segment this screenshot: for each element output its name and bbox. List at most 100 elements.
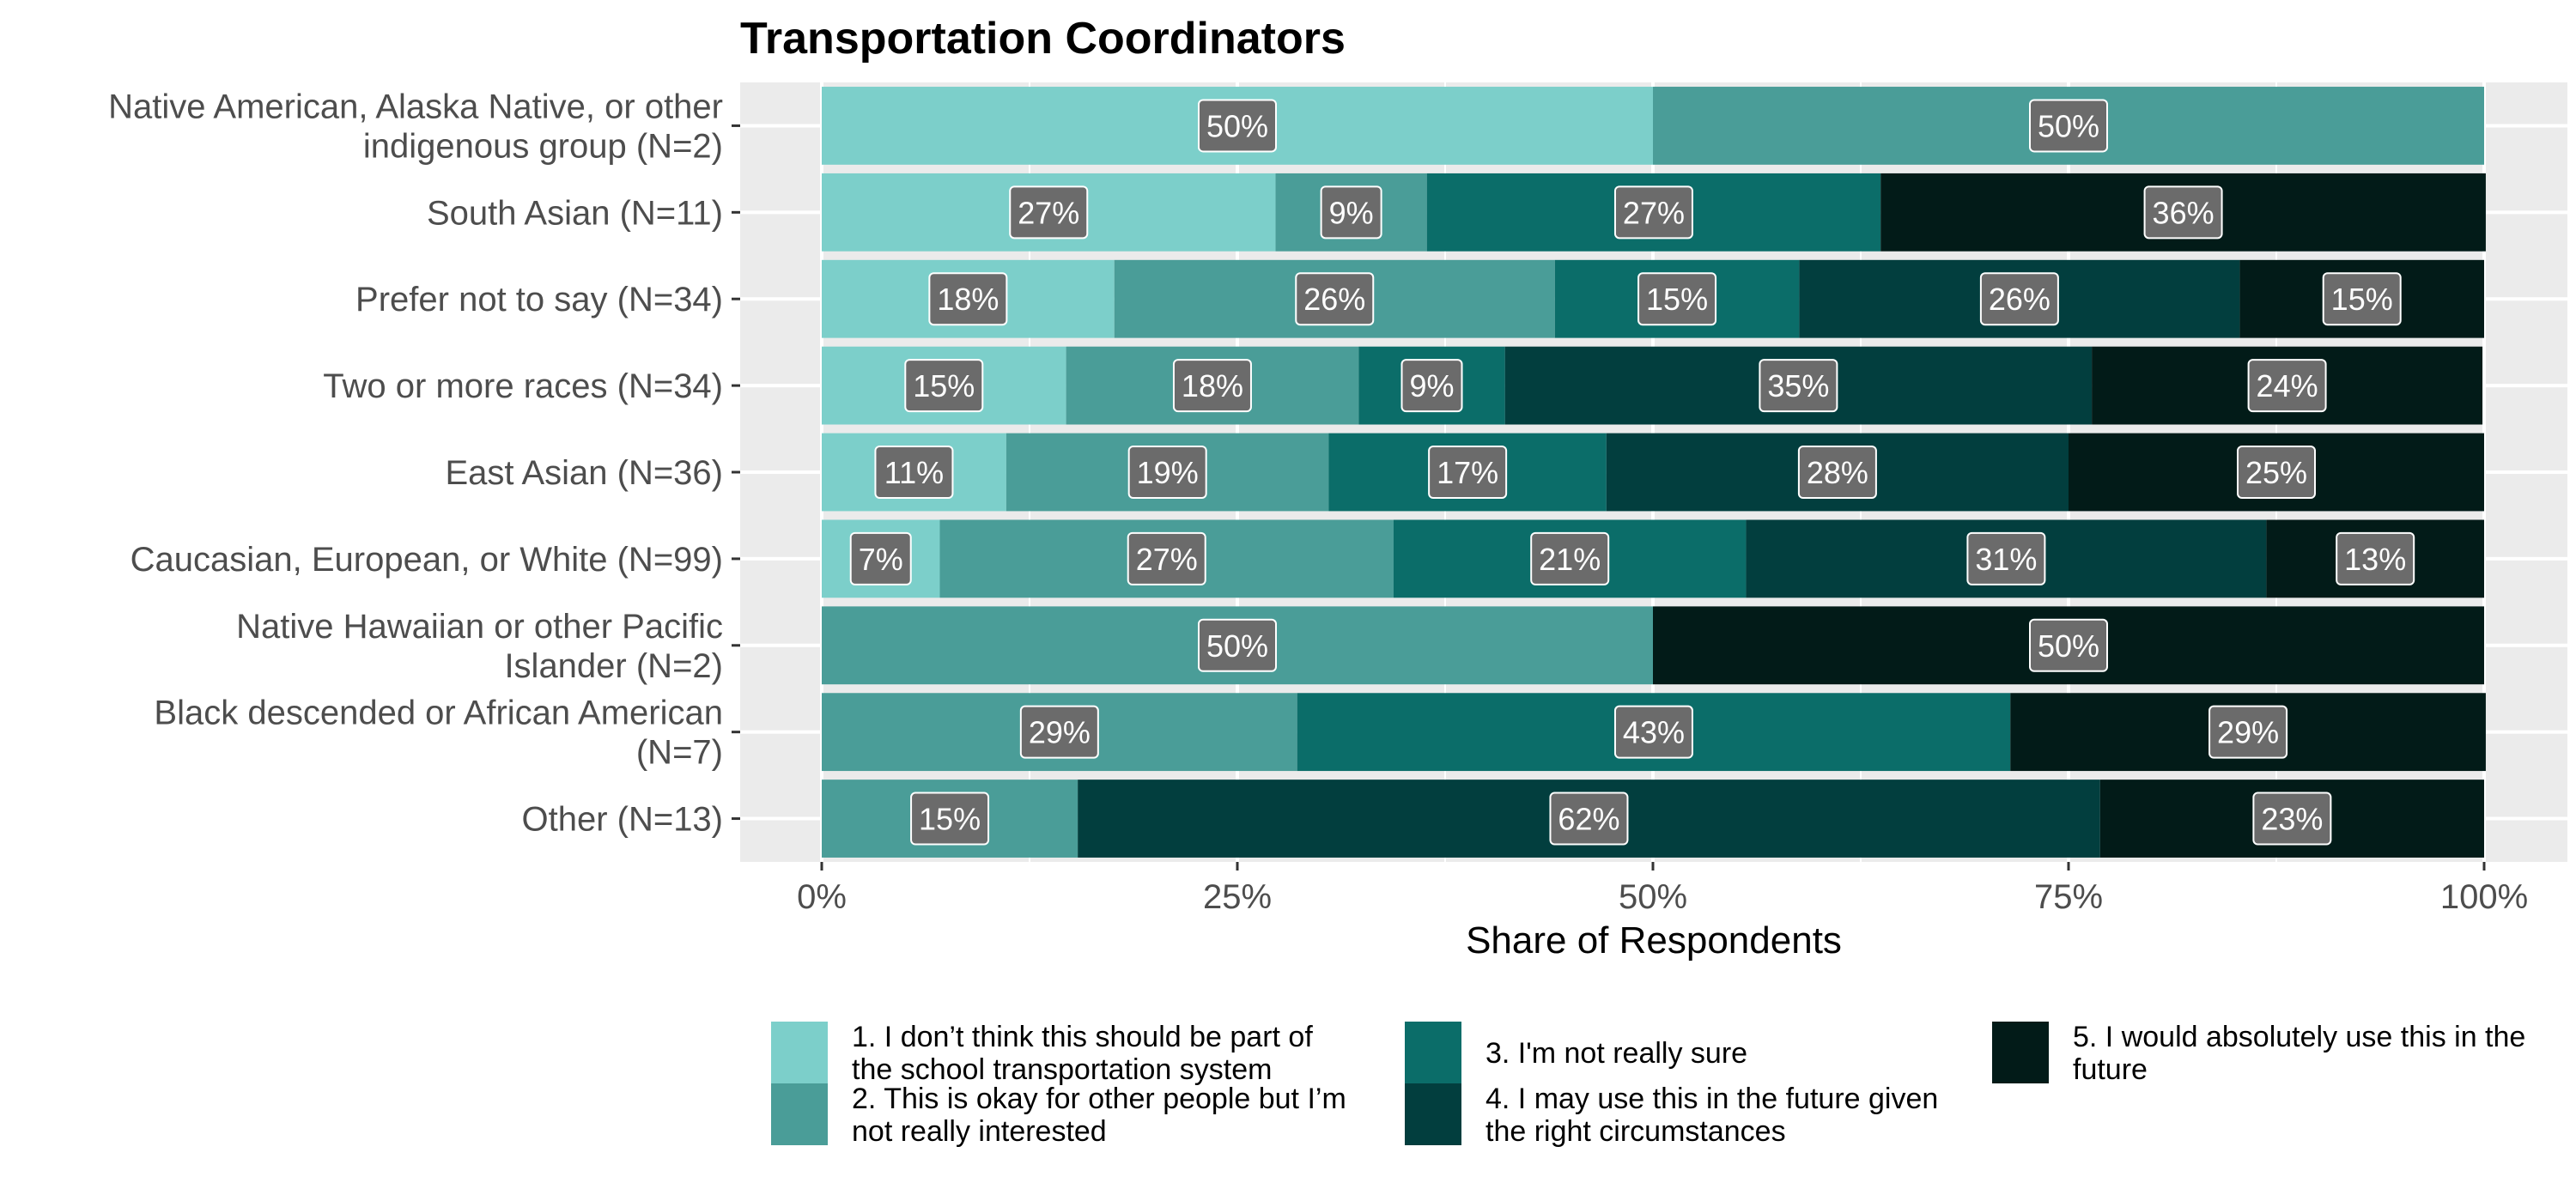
legend-item: 2. This is okay for other people but I’m… (771, 1083, 1346, 1148)
data-label: 36% (2153, 195, 2215, 230)
y-tick-label: Caucasian, European, or White (N=99) (131, 541, 723, 579)
legend-label: 1. I don’t think this should be part of t… (852, 1021, 1313, 1086)
x-axis-title: Share of Respondents (1466, 919, 1842, 962)
data-label-box (1979, 272, 2059, 326)
data-label-box (2208, 705, 2288, 759)
data-label-box (2029, 618, 2108, 672)
data-label-box (904, 359, 984, 413)
data-label: 50% (1206, 108, 1268, 143)
y-tick-label: Native American, Alaska Native, or other… (108, 88, 723, 165)
data-label-box (910, 792, 990, 846)
data-label-box (1637, 272, 1717, 326)
data-label: 27% (1623, 195, 1685, 230)
data-labels-layer: 50% 50% 27% 9% 27% 36% 18% 26% 15% 26% 15% 15% 18% 9%… (849, 99, 2415, 846)
x-tick-label: 0% (797, 878, 847, 916)
legend-key (1405, 1083, 1461, 1145)
data-label-box (1198, 99, 1277, 153)
data-label: 15% (919, 802, 981, 837)
data-label: 26% (1989, 282, 2050, 317)
data-label: 19% (1137, 455, 1199, 490)
data-label: 43% (1623, 715, 1685, 750)
data-label: 21% (1539, 542, 1601, 577)
data-label-box (1428, 446, 1508, 499)
data-label: 24% (2257, 368, 2318, 403)
data-label: 15% (2331, 282, 2393, 317)
data-label: 35% (1767, 368, 1829, 403)
chart-title: Transportation Coordinators (740, 14, 1346, 64)
data-label-box (2029, 99, 2108, 153)
data-label-box (2247, 359, 2327, 413)
legend-key (1405, 1022, 1461, 1083)
data-label: 29% (1029, 715, 1091, 750)
legend-key (771, 1083, 828, 1145)
x-tick-label: 75% (2034, 878, 2103, 916)
x-axis: 0% 25% 50% 75% 100% (797, 862, 2528, 916)
data-label: 15% (913, 368, 975, 403)
data-label: 7% (859, 542, 903, 577)
data-label-box (2143, 185, 2223, 240)
data-label-box (1320, 185, 1382, 240)
data-label: 50% (2038, 628, 2099, 664)
data-label: 17% (1437, 455, 1498, 490)
y-tick-label: Other (N=13) (521, 801, 723, 839)
legend-label: 3. I'm not really sure (1485, 1037, 1747, 1070)
data-label-box (849, 531, 912, 585)
legend-item: 4. I may use this in the future given the… (1405, 1083, 1938, 1148)
y-axis: Native American, Alaska Native, or other… (108, 88, 740, 839)
data-label-box (2322, 272, 2402, 326)
data-label-box (1530, 531, 1610, 585)
data-label: 50% (2038, 108, 2099, 143)
data-label-box (1759, 359, 1838, 413)
data-label-box (2237, 446, 2316, 499)
data-label: 27% (1136, 542, 1198, 577)
data-label: 15% (1646, 282, 1708, 317)
legend-key (1992, 1022, 2049, 1083)
legend-item: 5. I would absolutely use this in the fut… (1992, 1021, 2525, 1086)
data-label-box (2252, 792, 2332, 846)
data-label-box (1295, 272, 1375, 326)
data-label: 18% (1182, 368, 1243, 403)
y-tick-label: Two or more races (N=34) (323, 367, 723, 405)
data-label: 25% (2245, 455, 2307, 490)
x-tick-label: 50% (1619, 878, 1687, 916)
data-label-box (1613, 705, 1693, 759)
y-tick-label: East Asian (N=36) (446, 454, 724, 492)
legend-key (771, 1022, 828, 1083)
data-label: 18% (937, 282, 999, 317)
legend-label: 2. This is okay for other people but I’m… (852, 1083, 1346, 1148)
data-label: 62% (1558, 802, 1619, 837)
data-label: 13% (2344, 542, 2406, 577)
data-label: 11% (884, 455, 944, 490)
data-label: 9% (1329, 195, 1374, 230)
legend-label: 5. I would absolutely use this in the fut… (2073, 1021, 2525, 1086)
data-label-box (1198, 618, 1277, 672)
data-label-box (1127, 446, 1207, 499)
y-tick-label: Native Hawaiian or other Pacific Islander… (236, 608, 723, 685)
data-label: 29% (2217, 715, 2279, 750)
data-label-box (1613, 185, 1693, 240)
y-tick-label: Prefer not to say (N=34) (355, 281, 723, 318)
legend-item: 1. I don’t think this should be part of t… (771, 1021, 1313, 1086)
data-label-box (928, 272, 1008, 326)
data-label: 28% (1807, 455, 1868, 490)
x-tick-label: 100% (2440, 878, 2528, 916)
data-label-box (2336, 531, 2415, 585)
data-label-box (1172, 359, 1252, 413)
data-label-box (1797, 446, 1877, 499)
legend-label: 4. I may use this in the future given the… (1485, 1083, 1938, 1148)
legend: 1. I don’t think this should be part of t… (771, 1021, 2525, 1148)
data-label-box (874, 446, 954, 499)
x-tick-label: 25% (1203, 878, 1272, 916)
y-tick-label: Black descended or African American (N=7) (154, 695, 723, 772)
data-label: 31% (1975, 542, 2037, 577)
data-label-box (1127, 531, 1206, 585)
data-label-box (1400, 359, 1463, 413)
y-tick-label: South Asian (N=11) (427, 194, 723, 232)
data-label: 27% (1018, 195, 1079, 230)
data-label-box (1549, 792, 1629, 846)
data-label-box (1966, 531, 2046, 585)
data-label: 9% (1409, 368, 1454, 403)
data-label: 23% (2261, 802, 2323, 837)
